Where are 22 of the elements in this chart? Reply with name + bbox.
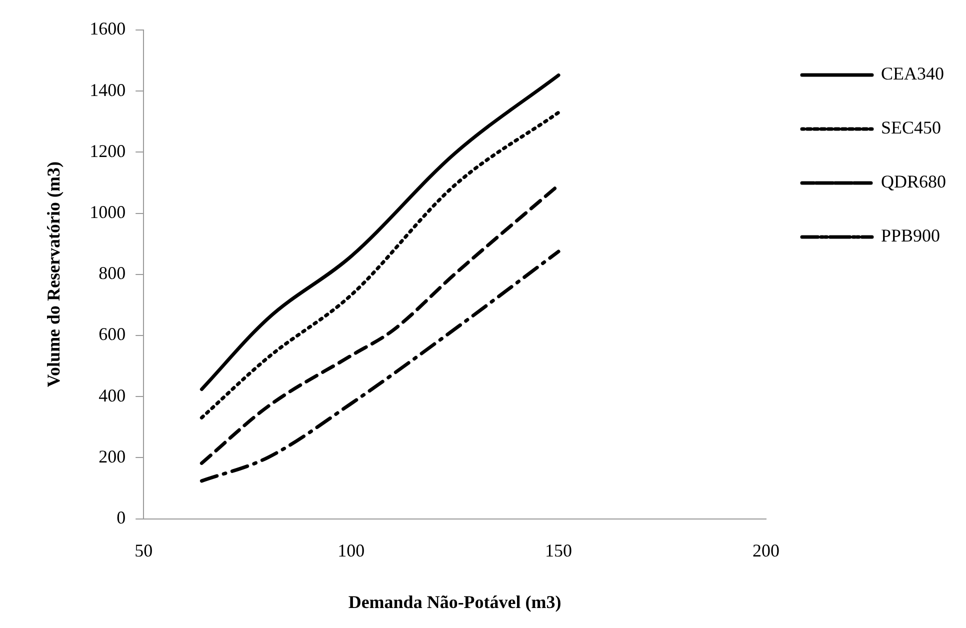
y-axis-title: Volume do Reservatório (m3) — [43, 162, 64, 388]
y-tick-label: 1000 — [90, 202, 126, 222]
y-tick-label: 1200 — [90, 140, 126, 161]
x-tick-label: 200 — [752, 540, 780, 560]
legend-label: QDR680 — [880, 172, 946, 192]
line-series — [200, 110, 560, 420]
y-tick-label: 1600 — [90, 18, 126, 39]
x-axis-title: Demanda Não-Potável (m3) — [348, 592, 562, 612]
y-tick-label: 200 — [98, 446, 126, 466]
x-tick-label: 100 — [338, 540, 365, 560]
line-series — [200, 73, 560, 392]
y-tick-label: 800 — [98, 263, 126, 284]
x-tick-label: 150 — [545, 540, 572, 560]
line-series — [200, 250, 560, 483]
y-tick-label: 400 — [98, 385, 126, 406]
y-tick-label: 0 — [116, 508, 126, 528]
x-tick-label: 50 — [134, 540, 153, 560]
legend-label: PPB900 — [880, 226, 940, 246]
legend-label: SEC450 — [880, 118, 942, 138]
y-tick-label: 600 — [98, 324, 126, 344]
y-tick-label: 1400 — [90, 80, 126, 100]
legend-label: CEA340 — [880, 64, 944, 84]
